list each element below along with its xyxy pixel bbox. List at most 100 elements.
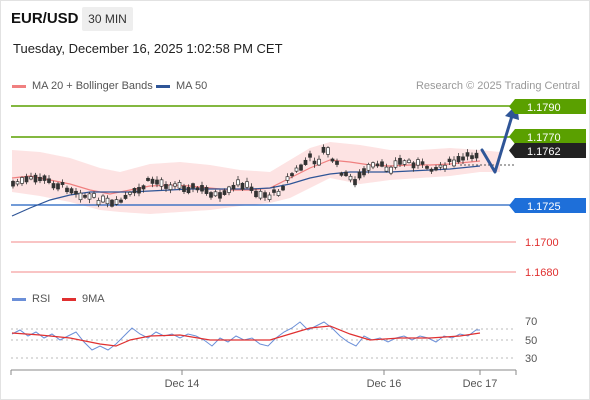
candle-body bbox=[438, 164, 443, 168]
candle-body bbox=[51, 183, 56, 189]
candle-body bbox=[159, 179, 164, 187]
ma9-swatch bbox=[62, 297, 76, 301]
candle-body bbox=[375, 163, 380, 167]
candle-body bbox=[366, 164, 371, 171]
candle-body bbox=[330, 158, 335, 162]
candle-body bbox=[357, 171, 362, 179]
candle-body bbox=[281, 185, 285, 191]
candle-body bbox=[443, 164, 447, 170]
level-badge-1790: 1.1790 bbox=[509, 99, 586, 114]
candle-body bbox=[465, 152, 470, 157]
legend-9ma: 9MA bbox=[62, 293, 105, 305]
candle-body bbox=[362, 168, 366, 176]
candle-body bbox=[96, 200, 101, 206]
candle-body bbox=[254, 190, 258, 198]
level-text-1700: 1.1700 bbox=[525, 237, 559, 249]
candle-body bbox=[249, 186, 254, 191]
rsi-tick-70: 70 bbox=[525, 316, 537, 328]
candle-body bbox=[353, 179, 357, 186]
candle-body bbox=[321, 146, 326, 153]
candle-body bbox=[191, 183, 195, 189]
timeframe-button[interactable]: 30 MIN bbox=[82, 7, 133, 31]
candle-body bbox=[78, 192, 83, 201]
level-text-1680: 1.1680 bbox=[525, 267, 559, 279]
candle-body bbox=[141, 185, 146, 190]
candle-body bbox=[416, 159, 420, 166]
rsi-label: RSI bbox=[32, 293, 51, 305]
candle-body bbox=[258, 190, 263, 199]
candle-body bbox=[429, 168, 434, 172]
candle-body bbox=[213, 191, 218, 197]
candle-body bbox=[222, 190, 227, 195]
candle-body bbox=[218, 192, 222, 199]
candle-body bbox=[276, 190, 281, 196]
candle-body bbox=[128, 191, 132, 195]
candle-body bbox=[56, 183, 60, 190]
candle-body bbox=[38, 176, 42, 182]
candle-body bbox=[308, 153, 312, 158]
rsi-tick-50: 50 bbox=[525, 335, 537, 347]
candle-body bbox=[434, 167, 438, 171]
candle-body bbox=[92, 193, 96, 198]
level-text-1725: 1.1725 bbox=[527, 201, 561, 213]
rsi-line bbox=[11, 321, 480, 351]
candle-body bbox=[29, 176, 33, 180]
candle-body bbox=[231, 184, 236, 190]
candle-body bbox=[398, 157, 402, 165]
candle-body bbox=[411, 162, 416, 169]
candle-body bbox=[326, 147, 330, 155]
level-badge-1770: 1.1770 bbox=[509, 129, 586, 144]
candle-body bbox=[263, 192, 267, 198]
candle-body bbox=[402, 160, 407, 165]
candle-body bbox=[87, 193, 92, 200]
candle-body bbox=[348, 175, 353, 181]
candle-body bbox=[420, 161, 425, 165]
datetime-label: Tuesday, December 16, 2025 1:02:58 PM CE… bbox=[13, 41, 283, 56]
candle-body bbox=[137, 187, 141, 194]
candle-body bbox=[272, 189, 276, 193]
level-text-1770: 1.1770 bbox=[527, 132, 561, 144]
candle-body bbox=[177, 182, 182, 189]
candle-body bbox=[155, 179, 159, 185]
candle-body bbox=[119, 199, 123, 203]
candle-body bbox=[83, 194, 87, 198]
candle-body bbox=[105, 197, 110, 205]
candle-body bbox=[456, 156, 461, 163]
candle-body bbox=[200, 185, 204, 192]
chart-header: EUR/USD 30 MIN bbox=[0, 0, 590, 36]
candle-body bbox=[470, 155, 474, 159]
rsi-ma-line bbox=[11, 325, 481, 347]
ma9-label: 9MA bbox=[82, 293, 105, 305]
candle-body bbox=[209, 192, 213, 198]
candle-body bbox=[47, 178, 51, 183]
candle-body bbox=[150, 178, 155, 184]
rsi-swatch bbox=[12, 297, 26, 301]
candle-body bbox=[101, 195, 105, 203]
legend-ma50: MA 50 bbox=[156, 80, 207, 92]
candle-body bbox=[245, 181, 249, 188]
candle-body bbox=[294, 167, 299, 172]
symbol-title: EUR/USD bbox=[11, 10, 79, 27]
candle-body bbox=[173, 183, 177, 187]
candle-body bbox=[186, 187, 191, 194]
rsi-tick-30: 30 bbox=[525, 353, 537, 365]
candle-body bbox=[227, 186, 231, 193]
candle-body bbox=[393, 160, 398, 168]
ma20-label: MA 20 + Bollinger Bands bbox=[32, 80, 153, 92]
bollinger-band bbox=[12, 142, 500, 214]
legend-rsi: RSI bbox=[12, 293, 50, 305]
candle-body bbox=[335, 160, 339, 165]
candle-body bbox=[267, 194, 272, 200]
candle-body bbox=[69, 188, 74, 194]
research-credit: Research © 2025 Trading Central bbox=[415, 80, 580, 92]
candle-body bbox=[110, 199, 114, 207]
candle-body bbox=[33, 174, 38, 183]
candle-body bbox=[407, 159, 411, 163]
level-badge-1762: 1.1762 bbox=[509, 143, 586, 158]
level-text-1790: 1.1790 bbox=[527, 102, 561, 114]
candle-body bbox=[114, 199, 119, 205]
candle-body bbox=[74, 190, 78, 195]
candle-body bbox=[11, 180, 15, 187]
candle-body bbox=[384, 166, 389, 172]
